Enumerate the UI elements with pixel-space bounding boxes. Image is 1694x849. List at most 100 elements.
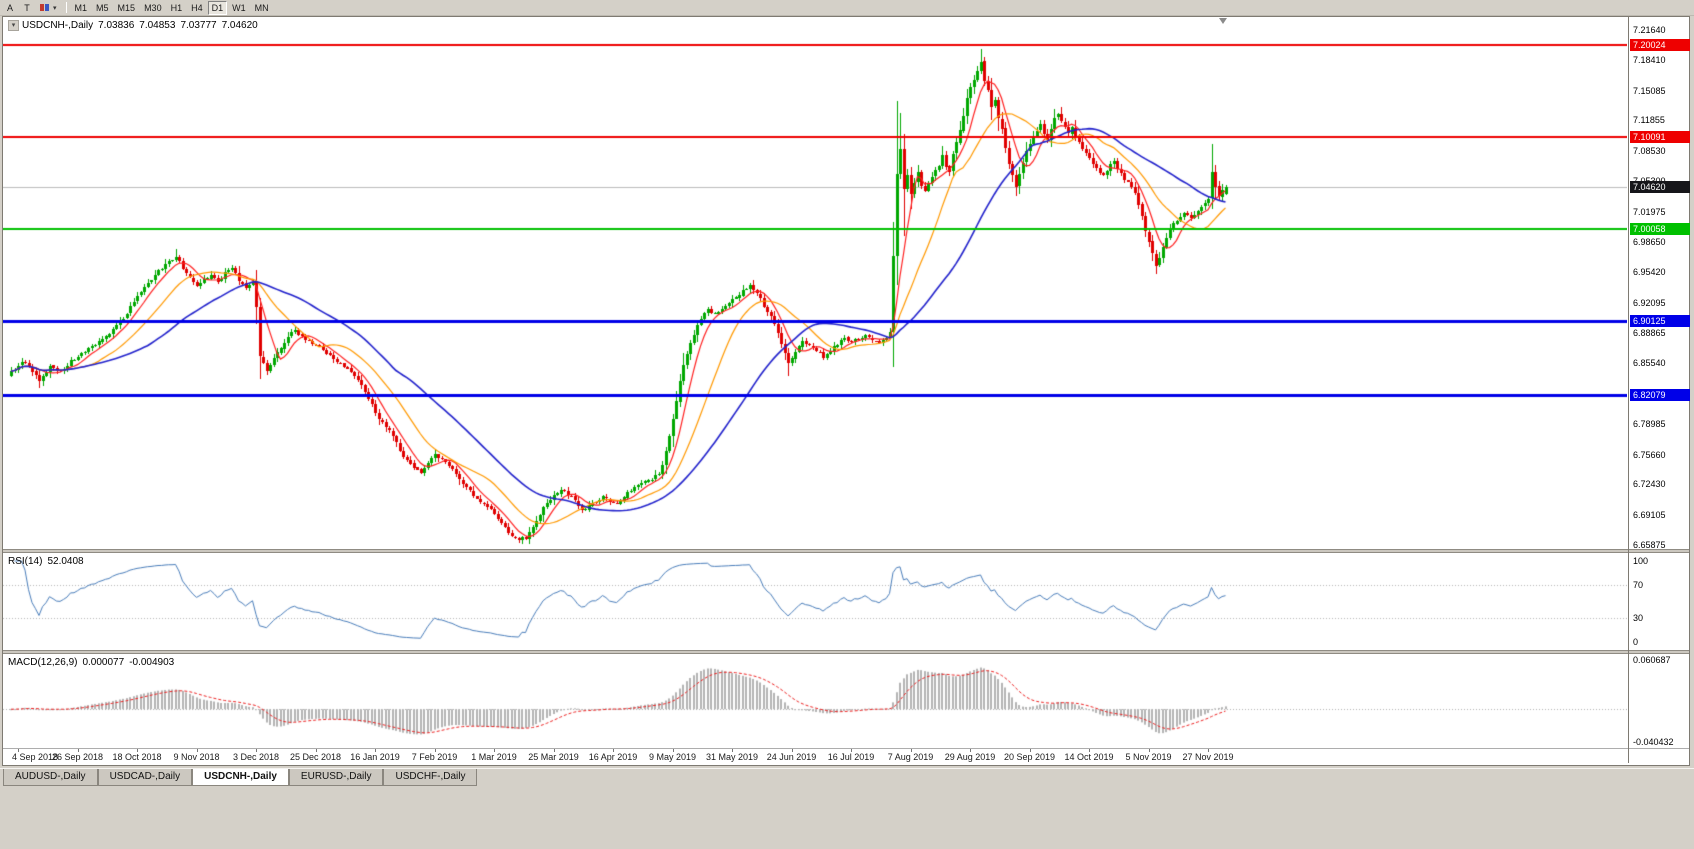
toolbar-separator <box>65 2 67 13</box>
chart-title-row: ▾ USDCNH-,Daily 7.03836 7.04853 7.03777 7.046… <box>8 20 258 31</box>
timeframe-button-m15[interactable]: M15 <box>117 2 136 13</box>
hline-price-badge: 7.00058 <box>1630 223 1690 235</box>
symbol-tab-audusd[interactable]: AUDUSD-,Daily <box>3 769 98 786</box>
timeframe-button-d1[interactable]: D1 <box>207 0 228 15</box>
rsi-scale-label: 0 <box>1633 637 1639 647</box>
date-label: 16 Jul 2019 <box>827 752 875 762</box>
date-tick <box>256 749 257 752</box>
symbol-tab-usdcad[interactable]: USDCAD-,Daily <box>97 769 193 786</box>
hline-price-badge: 7.10091 <box>1630 131 1690 143</box>
date-tick <box>375 749 376 752</box>
chart-symbol-title: USDCNH-,Daily <box>22 20 94 32</box>
macd-signal-value: -0.004903 <box>129 657 175 668</box>
drawing-tools-dropdown-button[interactable]: ▾ <box>36 1 61 15</box>
date-label: 9 May 2019 <box>648 752 697 762</box>
price-axis-label: 6.65875 <box>1633 539 1666 550</box>
timeframe-button-h4[interactable]: H4 <box>191 2 203 13</box>
date-tick <box>851 749 852 752</box>
date-label: 1 Mar 2019 <box>471 752 517 762</box>
date-tick <box>673 749 674 752</box>
price-axis-label: 6.88865 <box>1633 327 1666 338</box>
ohlc-close: 7.04620 <box>221 20 258 32</box>
date-tick <box>613 749 614 752</box>
timeframe-button-m5[interactable]: M5 <box>96 2 109 13</box>
price-axis-label: 6.95420 <box>1633 267 1666 278</box>
main-chart-pane: ▾ USDCNH-,Daily 7.03836 7.04853 7.03777 7.046… <box>3 17 1689 549</box>
timeframe-button-mn[interactable]: MN <box>254 2 269 13</box>
symbol-tab-eurusd[interactable]: EURUSD-,Daily <box>288 769 384 786</box>
hline-price-badge: 6.90125 <box>1630 315 1690 327</box>
hline-price-badge: 6.82079 <box>1630 389 1690 401</box>
price-axis-label: 7.11855 <box>1633 115 1665 126</box>
date-label: 4 Sep 2018 <box>11 752 59 762</box>
ohlc-open: 7.03836 <box>98 20 135 32</box>
macd-scale-max-label: 0.060687 <box>1633 655 1671 665</box>
rsi-value: 52.0408 <box>47 556 84 567</box>
timeframe-button-h1[interactable]: H1 <box>170 2 183 13</box>
price-axis-label: 6.72430 <box>1633 479 1666 490</box>
macd-scale-min-label: -0.040432 <box>1633 737 1674 747</box>
chart-window: ▾ USDCNH-,Daily 7.03836 7.04853 7.03777 7.046… <box>2 16 1690 766</box>
price-axis-label: 7.21640 <box>1633 25 1666 36</box>
rsi-pane: RSI(14) 52.0408 <box>3 553 1689 650</box>
main-chart-canvas[interactable] <box>3 17 1627 549</box>
hline-price-badge: 7.20024 <box>1630 39 1690 51</box>
pane-splitter-rsi[interactable] <box>3 549 1689 553</box>
ohlc-low: 7.03777 <box>180 20 217 32</box>
current-price-badge: 7.04620 <box>1630 181 1690 193</box>
macd-main-value: 0.000077 <box>82 657 125 668</box>
date-label: 20 Sep 2019 <box>1003 752 1056 762</box>
collapse-pane-button[interactable]: ▾ <box>8 20 19 31</box>
price-axis-label: 6.78985 <box>1633 418 1666 429</box>
timeframe-button-w1[interactable]: W1 <box>232 2 246 13</box>
date-label: 16 Jan 2019 <box>350 752 400 762</box>
price-axis-label: 7.08530 <box>1633 146 1666 157</box>
date-label: 25 Mar 2019 <box>528 752 579 762</box>
date-tick <box>137 749 138 752</box>
date-label: 26 Sep 2018 <box>51 752 104 762</box>
date-tick <box>732 749 733 752</box>
date-tick <box>316 749 317 752</box>
price-axis-label: 6.69105 <box>1633 510 1666 521</box>
date-axis[interactable]: 4 Sep 2018 26 Sep 2018 18 Oct 2018 9 Nov 20… <box>3 748 1689 763</box>
symbol-tab-usdcnh[interactable]: USDCNH-,Daily <box>192 769 289 786</box>
price-axis[interactable]: 7.21640 7.18410 7.15085 7.11855 7.08530 7.053… <box>1628 17 1690 763</box>
date-label: 24 Jun 2019 <box>766 752 817 762</box>
top-toolbar: A T ▾ M1 M5 M15 M30 H1 H4 D1 W1 MN <box>0 0 1694 16</box>
tool-button-t[interactable]: T <box>24 2 30 13</box>
pane-splitter-macd[interactable] <box>3 650 1689 654</box>
timeframe-button-m1[interactable]: M1 <box>74 2 88 13</box>
rsi-label: RSI(14) <box>8 556 43 567</box>
date-tick <box>792 749 793 752</box>
date-label: 9 Nov 2018 <box>173 752 220 762</box>
date-tick <box>494 749 495 752</box>
timeframe-button-m30[interactable]: M30 <box>144 2 162 13</box>
macd-label: MACD(12,26,9) <box>8 657 78 668</box>
rsi-scale-label: 100 <box>1633 556 1649 566</box>
date-label: 29 Aug 2019 <box>944 752 996 762</box>
date-label: 3 Dec 2018 <box>232 752 280 762</box>
rsi-scale-label: 70 <box>1633 580 1644 591</box>
chart-shift-marker-icon[interactable] <box>1219 18 1227 24</box>
drawing-tools-icon <box>40 4 49 11</box>
date-label: 7 Feb 2019 <box>411 752 458 762</box>
chart-tab-bar: AUDUSD-,Daily USDCAD-,Daily USDCNH-,Daily E… <box>0 768 1694 788</box>
tool-button-a[interactable]: A <box>6 2 13 13</box>
date-tick <box>18 749 19 752</box>
date-label: 18 Oct 2018 <box>112 752 162 762</box>
macd-canvas[interactable] <box>3 654 1627 748</box>
price-axis-label: 7.05300 <box>1633 176 1666 186</box>
date-label: 25 Dec 2018 <box>289 752 342 762</box>
date-tick <box>435 749 436 752</box>
rsi-scale-label: 30 <box>1633 612 1644 623</box>
date-tick <box>911 749 912 752</box>
price-axis-label: 6.92095 <box>1633 297 1666 308</box>
date-tick <box>1149 749 1150 752</box>
date-label: 14 Oct 2019 <box>1064 752 1114 762</box>
price-axis-label: 6.75660 <box>1633 449 1666 460</box>
symbol-tab-usdchf[interactable]: USDCHF-,Daily <box>383 769 478 786</box>
date-label: 16 Apr 2019 <box>588 752 638 762</box>
rsi-canvas[interactable] <box>3 553 1627 650</box>
date-label: 7 Aug 2019 <box>887 752 934 762</box>
price-axis-label: 7.18410 <box>1633 54 1666 65</box>
